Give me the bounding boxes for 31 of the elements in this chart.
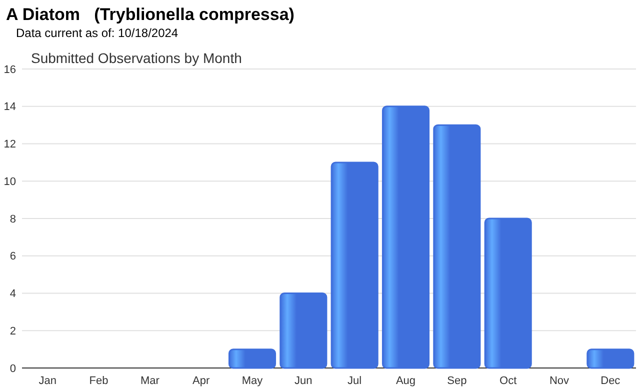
x-tick-label: Sep [447,375,467,387]
bar [586,348,634,369]
x-tick-label: Feb [89,375,108,387]
x-tick-label: Nov [549,375,570,387]
bar [433,124,481,369]
x-tick-label: Apr [192,375,210,387]
bar [228,348,276,369]
x-tick-label: Mar [140,375,160,387]
x-tick-label: Oct [500,375,517,387]
y-tick-label: 8 [10,213,16,226]
x-tick-label: Dec [600,375,621,387]
bar [382,106,430,369]
y-tick-label: 16 [4,64,16,76]
y-tick-label: 12 [4,138,16,151]
y-tick-label: 14 [4,101,16,114]
y-tick-label: 10 [4,176,16,188]
bar [484,218,532,369]
x-tick-label: Jul [348,375,362,387]
x-tick-label: Aug [396,375,416,387]
x-tick-label: Jan [38,375,56,387]
x-tick-label: May [242,375,264,387]
bar [280,292,328,369]
chart-title: A Diatom (Tryblionella compressa) [6,5,294,24]
y-tick-label: 4 [10,288,16,300]
y-tick-label: 2 [10,325,16,338]
chart-subtitle: Data current as of: 10/18/2024 [16,26,178,40]
y-tick-label: 0 [10,362,16,375]
y-tick-label: 6 [10,250,16,263]
bar [330,162,378,369]
x-tick-label: Jun [294,375,312,387]
text: Submitted Observations by Month [31,50,242,66]
